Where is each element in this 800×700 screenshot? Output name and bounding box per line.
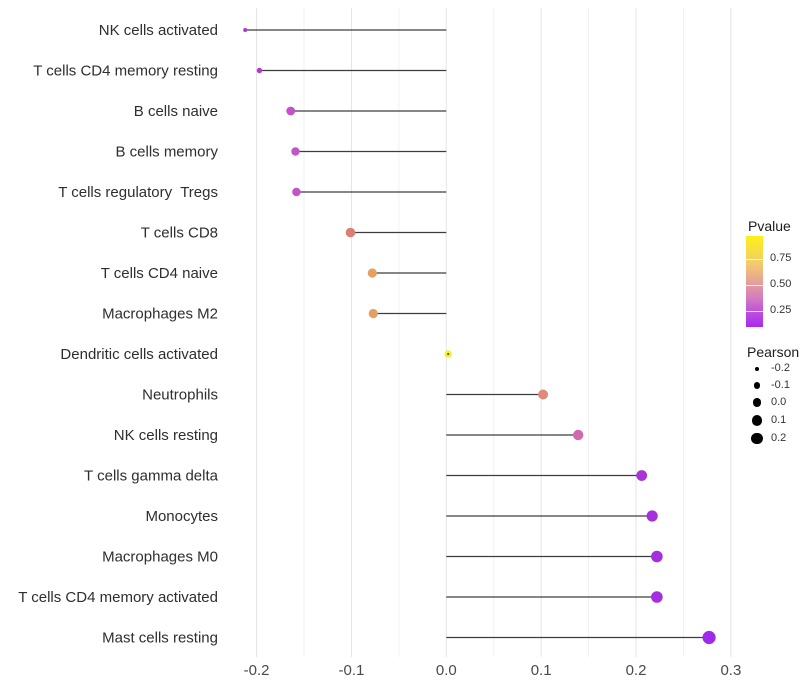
data-dot <box>702 630 716 645</box>
x-tick-label: -0.1 <box>339 662 365 679</box>
category-label: Macrophages M2 <box>102 306 218 323</box>
category-label: B cells memory <box>115 144 218 161</box>
zero-dot-center <box>447 352 450 356</box>
data-dot <box>256 67 263 74</box>
category-label: T cells regulatory Tregs <box>58 184 218 201</box>
data-dot <box>286 106 296 116</box>
data-dot <box>368 308 378 319</box>
category-label: Macrophages M0 <box>102 549 218 566</box>
data-dot <box>651 550 663 563</box>
category-label: T cells gamma delta <box>84 468 219 485</box>
x-tick-label: -0.2 <box>244 662 270 679</box>
data-dot <box>646 510 658 522</box>
x-tick-label: 0.0 <box>436 662 457 679</box>
data-dot <box>243 28 248 32</box>
data-dot <box>345 227 356 238</box>
category-label: B cells naive <box>134 103 218 120</box>
category-label: T cells CD4 memory activated <box>18 589 218 606</box>
category-label: T cells CD4 memory resting <box>33 63 218 80</box>
data-dot <box>636 470 648 481</box>
x-tick-label: 0.2 <box>626 662 647 679</box>
category-label: NK cells activated <box>99 22 218 39</box>
category-label: Monocytes <box>145 508 218 525</box>
category-label: NK cells resting <box>114 427 218 444</box>
x-tick-label: 0.3 <box>720 662 741 679</box>
data-dot <box>292 187 301 197</box>
x-tick-label: 0.1 <box>531 662 552 679</box>
category-label: Neutrophils <box>142 387 218 404</box>
data-dot <box>651 591 663 603</box>
data-dot <box>538 389 549 400</box>
data-dot <box>572 429 584 441</box>
category-label: T cells CD8 <box>141 225 218 242</box>
category-label: Mast cells resting <box>102 630 218 647</box>
data-dot <box>291 147 300 156</box>
category-label: T cells CD4 naive <box>101 265 218 282</box>
data-dot <box>367 268 377 278</box>
category-label: Dendritic cells activated <box>60 346 218 363</box>
